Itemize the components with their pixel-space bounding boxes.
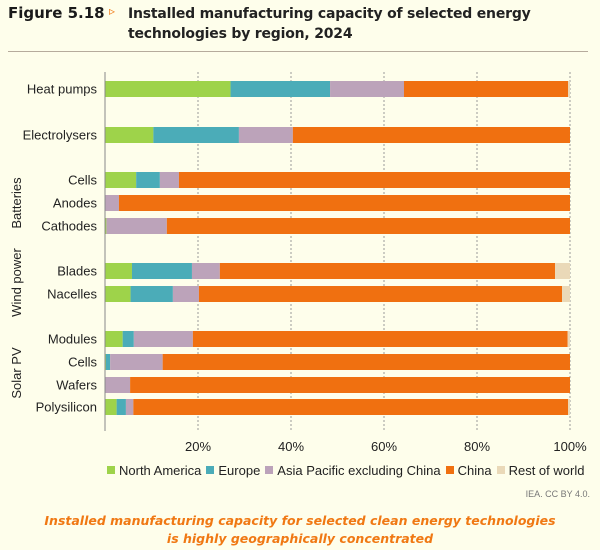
legend-swatch — [496, 466, 505, 474]
legend-label: Rest of world — [508, 463, 585, 478]
bar-segment — [136, 172, 160, 188]
bar-segment — [105, 399, 117, 415]
bar-segment — [292, 127, 570, 143]
bar-segment — [159, 172, 179, 188]
legend-swatch — [265, 466, 274, 474]
bar-segment — [567, 331, 570, 347]
bar-segment — [403, 81, 569, 97]
bar-segment — [106, 218, 167, 234]
category-label: Anodes — [53, 196, 98, 211]
bar-segment — [230, 81, 331, 97]
category-label: Electrolysers — [23, 128, 98, 143]
legend-label: Asia Pacific excluding China — [277, 463, 441, 478]
category-labels: Heat pumps Electrolysers Cells Anodes Cathod… — [23, 82, 98, 415]
bar-segment — [118, 195, 570, 211]
legend-item: Europe — [206, 463, 260, 478]
category-label: Blades — [57, 264, 97, 279]
legend-label: North America — [119, 463, 202, 478]
legend-swatch — [107, 466, 115, 474]
caption-line-2: is highly geographically concentrated — [166, 531, 434, 546]
bar-segment — [131, 263, 192, 279]
category-label: Nacelles — [47, 287, 97, 302]
bar-segment — [105, 354, 111, 370]
bar-segment — [191, 263, 220, 279]
bar-segment — [178, 172, 570, 188]
bar-segment — [166, 218, 570, 234]
bar-segment — [105, 127, 154, 143]
legend-swatch — [206, 466, 215, 474]
bar-segment — [130, 286, 173, 302]
bar-segment — [133, 399, 569, 415]
group-label: Wind power — [9, 248, 24, 317]
x-tick-label: 20% — [185, 439, 211, 454]
bar-segment — [153, 127, 239, 143]
figure-number: Figure 5.18 — [8, 4, 105, 22]
bar-segment — [125, 399, 134, 415]
x-tick-label: 80% — [464, 439, 490, 454]
bar-segment — [198, 286, 563, 302]
bar-segment — [562, 286, 570, 302]
x-tick-labels: 20% 40% 60% 80% 100% — [185, 439, 587, 454]
bar-segment — [568, 81, 570, 97]
arrow-icon: ▹ — [109, 4, 116, 18]
bar-segment — [133, 331, 193, 347]
bar-segment — [105, 331, 123, 347]
group-label: Solar PV — [9, 347, 24, 399]
category-label: Cells — [68, 355, 97, 370]
caption-line-1: Installed manufacturing capacity for sel… — [44, 513, 556, 528]
category-label: Polysilicon — [36, 400, 97, 415]
x-tick-label: 100% — [553, 439, 587, 454]
bar-segment — [162, 354, 570, 370]
bar-segment — [330, 81, 404, 97]
category-label: Modules — [48, 332, 98, 347]
bar-segment — [105, 81, 231, 97]
bar-segment — [105, 218, 107, 234]
legend: North America Europe Asia Pacific excludin… — [107, 463, 589, 478]
bar-segment — [192, 331, 568, 347]
category-label: Wafers — [56, 378, 97, 393]
category-label: Cathodes — [41, 219, 97, 234]
x-tick-label: 60% — [371, 439, 397, 454]
bar-segment — [130, 377, 571, 393]
legend-label: China — [457, 463, 492, 478]
bars — [105, 81, 571, 415]
category-label: Heat pumps — [27, 82, 98, 97]
bar-segment — [219, 263, 556, 279]
legend-item: China — [445, 463, 492, 478]
bar-segment — [116, 399, 126, 415]
bar-segment — [238, 127, 293, 143]
legend-item: North America — [107, 463, 201, 478]
bar-segment — [105, 377, 131, 393]
bar-segment — [122, 331, 134, 347]
caption: Installed manufacturing capacity for sel… — [0, 512, 600, 548]
legend-label: Europe — [218, 463, 261, 478]
bar-segment — [105, 286, 131, 302]
group-labels: Batteries Wind power Solar PV — [9, 177, 24, 399]
bar-segment — [555, 263, 570, 279]
legend-swatch — [445, 466, 454, 474]
figure-title: Installed manufacturing capacity of sele… — [128, 6, 531, 42]
bar-segment — [105, 172, 137, 188]
x-tick-label: 40% — [278, 439, 304, 454]
category-label: Cells — [68, 173, 97, 188]
group-label: Batteries — [9, 177, 24, 229]
bar-segment — [172, 286, 199, 302]
bar-segment — [105, 263, 132, 279]
credit: IEA. CC BY 4.0. — [525, 489, 590, 499]
bar-segment — [110, 354, 163, 370]
legend-item: Rest of world — [496, 463, 585, 478]
bar-segment — [568, 399, 570, 415]
legend-item: Asia Pacific excluding China — [265, 463, 441, 478]
chart: Heat pumps Electrolysers Cells Anodes Cathod… — [9, 72, 587, 454]
bar-segment — [105, 195, 119, 211]
header-divider — [8, 51, 588, 52]
